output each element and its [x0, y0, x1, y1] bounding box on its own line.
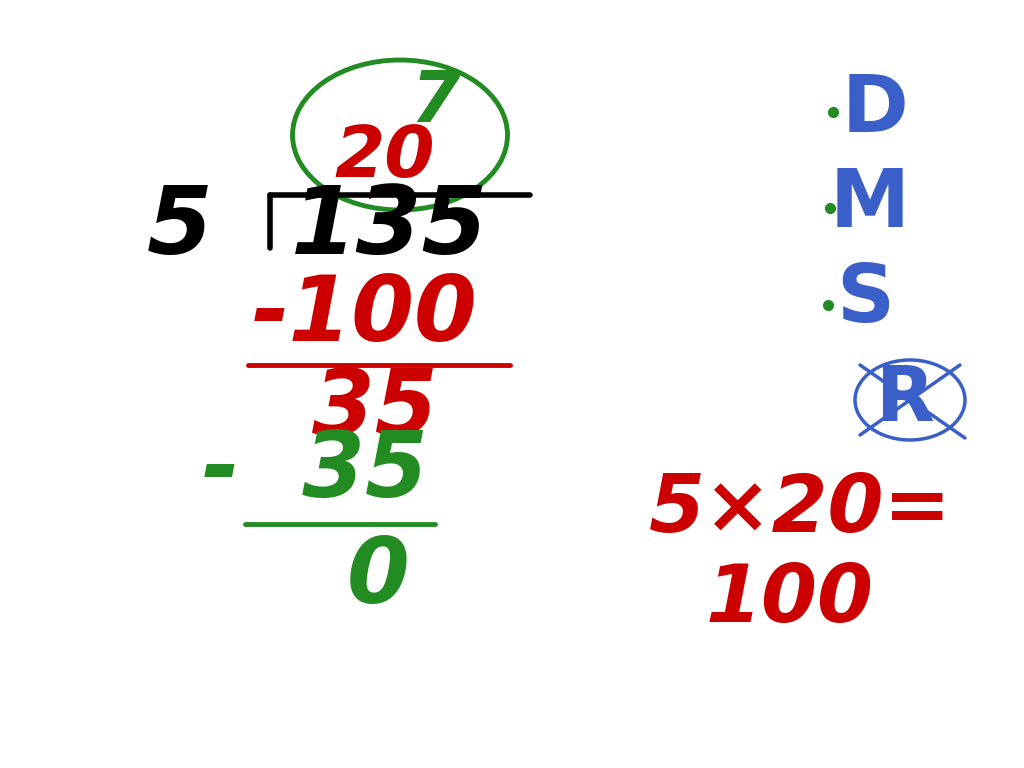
Text: S: S: [836, 261, 894, 339]
Text: 0: 0: [347, 534, 410, 622]
Text: -100: -100: [252, 272, 478, 360]
Text: 100: 100: [706, 561, 874, 639]
Text: 135: 135: [292, 182, 488, 274]
Text: 20: 20: [335, 124, 435, 193]
Text: 5: 5: [147, 182, 213, 274]
Text: D: D: [842, 71, 908, 149]
Text: -  35: - 35: [202, 428, 428, 516]
Text: 5×20=: 5×20=: [648, 471, 951, 549]
Text: 35: 35: [312, 366, 437, 454]
Text: M: M: [830, 166, 910, 244]
Text: 7: 7: [410, 68, 460, 137]
Text: R: R: [876, 363, 935, 437]
